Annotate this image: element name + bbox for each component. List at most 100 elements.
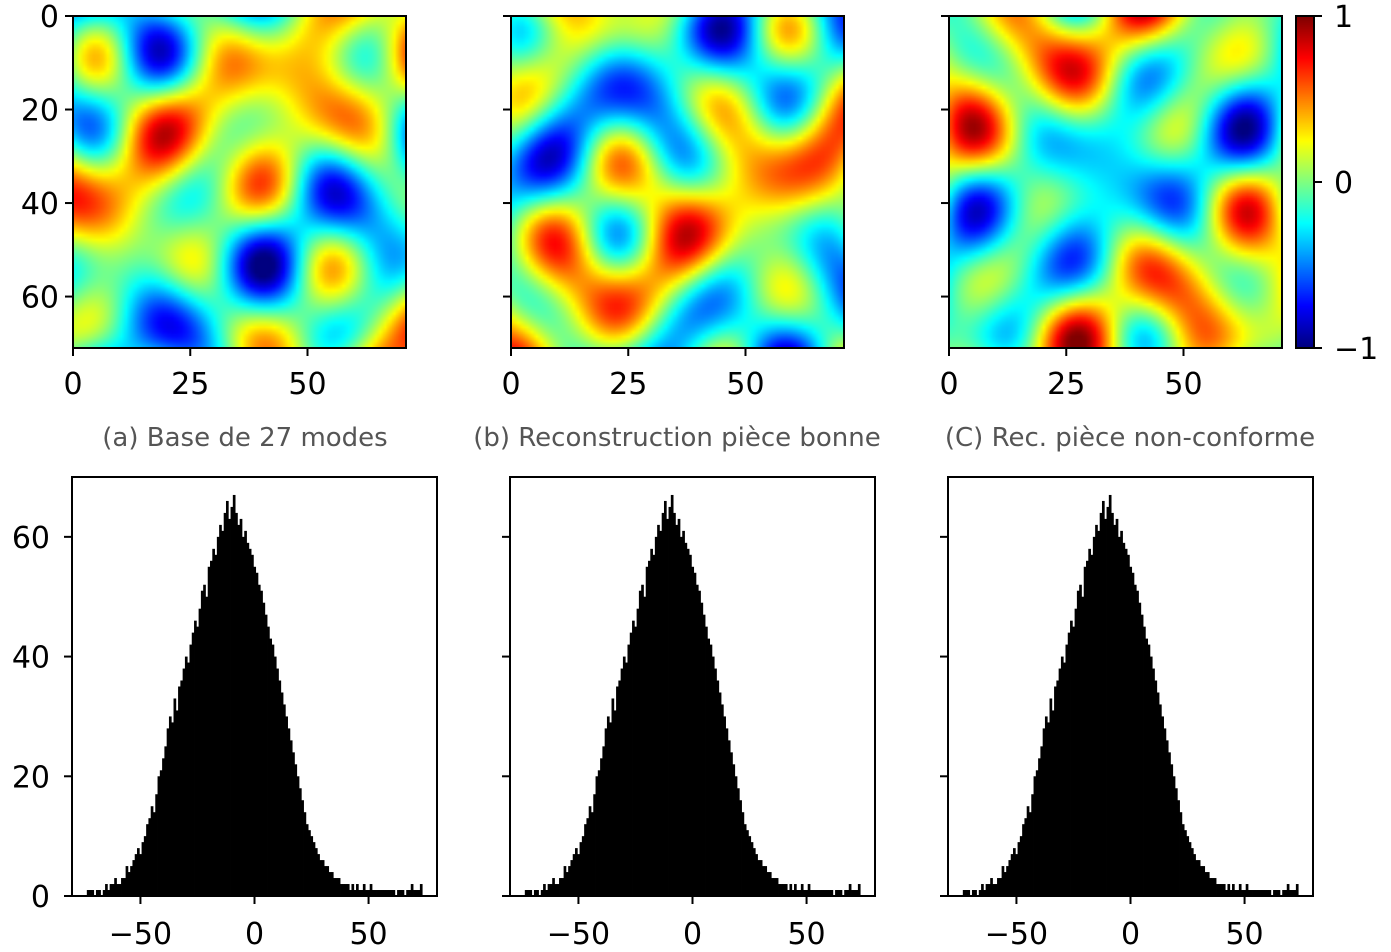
histogram-bar	[987, 884, 991, 896]
histogram-bar	[118, 884, 122, 896]
histogram-bar	[376, 890, 380, 896]
histogram-bar	[237, 524, 241, 896]
histogram-bar	[1097, 530, 1101, 896]
x-tick-label: 0	[1121, 917, 1140, 952]
caption-a: (a) Base de 27 modes	[102, 423, 387, 453]
x-tick-label: 0	[63, 367, 82, 402]
x-tick-label: −50	[547, 917, 610, 952]
histogram-bar	[216, 536, 220, 896]
histogram-bar	[1186, 836, 1190, 896]
histogram-bar	[342, 884, 346, 896]
histogram-bar	[1181, 824, 1185, 896]
histogram-bar	[225, 500, 229, 896]
histogram-bar	[353, 890, 357, 896]
histogram-bar	[705, 626, 708, 896]
histogram-bar	[778, 884, 781, 896]
histogram-bar	[130, 866, 133, 896]
histogram-bar	[308, 830, 311, 896]
histogram-bar	[408, 890, 412, 896]
histogram-bar	[1193, 854, 1196, 896]
histogram-bar	[768, 872, 772, 896]
histogram-bar	[1122, 542, 1126, 896]
histogram-bar	[1033, 776, 1037, 896]
x-tick-label: −50	[985, 917, 1048, 952]
histogram-bar	[721, 704, 724, 896]
histogram-bar	[310, 836, 314, 896]
histogram-bar	[636, 608, 640, 896]
histogram-bar	[287, 728, 291, 896]
histogram-bar	[693, 572, 697, 896]
histogram-bar	[1218, 884, 1222, 896]
histogram-bar	[344, 884, 348, 896]
histogram-panel-a: −50 0 50 0 20 40 60	[12, 476, 438, 952]
histogram-bar	[816, 890, 820, 896]
histogram-bar	[554, 884, 558, 896]
histogram-bar	[127, 872, 131, 896]
histogram-bar	[178, 686, 181, 896]
histogram-bar	[725, 728, 729, 896]
histogram-bar	[1072, 626, 1076, 896]
histogram-bar	[1163, 728, 1167, 896]
histogram-bar	[650, 548, 653, 896]
histogram-bar	[1209, 878, 1212, 896]
histogram-bar	[1229, 890, 1233, 896]
histogram-bar	[575, 848, 578, 896]
histogram-bar	[132, 860, 136, 896]
histogram-bar	[1282, 890, 1285, 896]
histogram-bar	[232, 494, 236, 896]
histogram-bar	[349, 890, 352, 896]
histogram-bar	[1250, 890, 1253, 896]
histogram-bar	[1241, 890, 1244, 896]
histogram-bar	[825, 890, 829, 896]
histogram-bar	[1216, 884, 1219, 896]
histogram-bar	[1197, 860, 1201, 896]
histogram-bar	[1179, 812, 1183, 896]
histogram-bar	[846, 890, 850, 896]
histogram-bar	[622, 656, 626, 896]
histogram-bar	[1031, 794, 1034, 896]
histogram-bar	[413, 890, 416, 896]
histogram-bar	[223, 512, 227, 896]
histogram-bar	[1038, 758, 1041, 896]
histogram-bar	[385, 890, 389, 896]
x-tick-label: 25	[1047, 367, 1085, 402]
histogram-bar	[280, 692, 284, 896]
histogram-bar	[602, 746, 606, 896]
colorbar-tick-label: 0	[1334, 166, 1353, 201]
histogram-bar	[276, 668, 279, 896]
histogram-bar	[709, 644, 713, 896]
histogram-bar	[1086, 560, 1089, 896]
histogram-bar	[718, 692, 722, 896]
histogram-bar	[1090, 554, 1094, 896]
histogram-bar	[625, 662, 628, 896]
histogram-bar	[668, 506, 672, 896]
histogram-bar	[784, 884, 788, 896]
histogram-bar	[1188, 842, 1192, 896]
histogram-bar	[203, 584, 206, 896]
histogram-bar	[629, 632, 633, 896]
histogram-bar	[654, 536, 658, 896]
histogram-bar	[1152, 668, 1155, 896]
histogram-bar	[321, 860, 325, 896]
histogram-bar	[1099, 512, 1103, 896]
histogram-bar	[330, 872, 334, 896]
histogram-bar	[1081, 596, 1085, 896]
histogram-bar	[337, 878, 341, 896]
histogram-bar	[540, 890, 544, 896]
histogram-bar	[663, 500, 667, 896]
histogram-bar	[823, 890, 827, 896]
histogram-bar	[1225, 890, 1228, 896]
histogram-bar	[89, 890, 92, 896]
y-tick-label: 60	[21, 281, 59, 316]
histogram-bar	[105, 884, 108, 896]
histogram-bar	[1067, 632, 1071, 896]
histogram-bar	[419, 884, 423, 896]
histogram-bar	[1263, 890, 1267, 896]
histogram-bar	[1003, 872, 1007, 896]
histogram-bar	[1060, 656, 1064, 896]
histogram-bar	[559, 878, 562, 896]
histogram-bar	[367, 890, 371, 896]
histogram-bar	[771, 878, 774, 896]
histogram-bar	[1092, 536, 1096, 896]
